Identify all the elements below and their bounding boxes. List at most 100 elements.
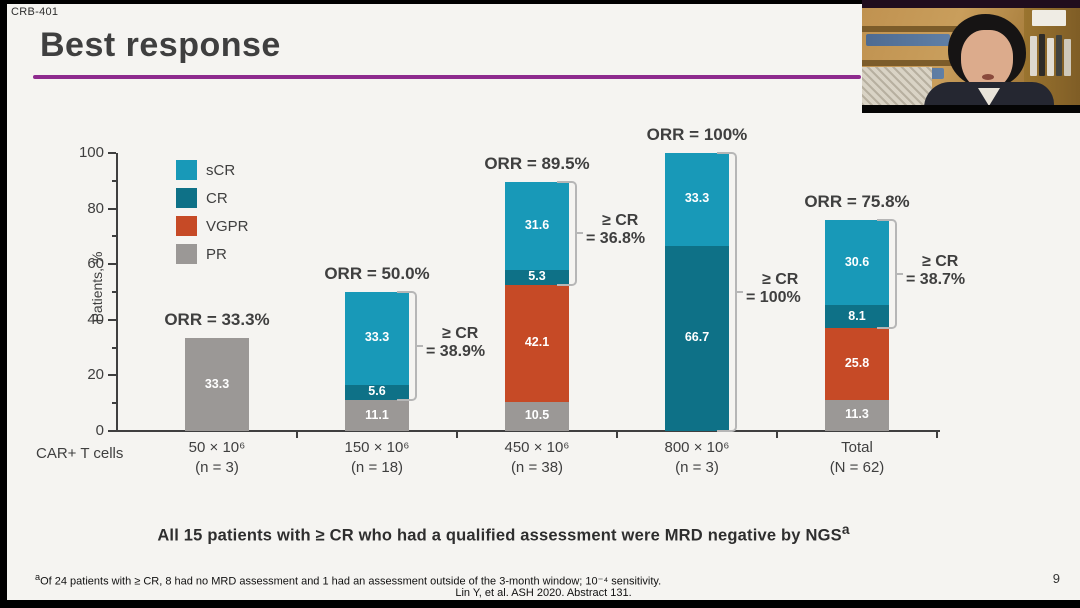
legend-item: CR bbox=[176, 184, 249, 212]
y-axis-title: Patients, % bbox=[89, 251, 105, 323]
ge-cr-line2: = 36.8% bbox=[586, 230, 646, 248]
ge-cr-label: ≥ CR = 38.7% bbox=[906, 253, 965, 289]
y-tick bbox=[108, 152, 116, 154]
ge-cr-bracket-tick bbox=[737, 291, 743, 293]
book-spine bbox=[1039, 34, 1045, 76]
ge-cr-line2: = 100% bbox=[746, 289, 801, 306]
legend: sCR CR VGPR PR bbox=[176, 156, 249, 268]
x-tick bbox=[936, 430, 938, 438]
category-dose: Total bbox=[841, 439, 873, 456]
legend-item: VGPR bbox=[176, 212, 249, 240]
y-tick-label: 80 bbox=[87, 199, 104, 217]
y-minor-tick bbox=[112, 235, 116, 238]
ge-cr-bracket bbox=[717, 152, 737, 432]
legend-label: PR bbox=[206, 245, 227, 263]
category-dose: 150 × 10⁶ bbox=[344, 439, 410, 456]
webcam-letterbox-top bbox=[862, 0, 1080, 8]
category-dose: 450 × 10⁶ bbox=[504, 439, 570, 456]
x-tick bbox=[296, 430, 298, 438]
book-spine bbox=[1030, 36, 1037, 76]
bar-segment-scr: 31.6 bbox=[505, 182, 569, 271]
legend-swatch-pr bbox=[176, 244, 197, 264]
category-dose: 50 × 10⁶ bbox=[188, 439, 246, 456]
legend-item: sCR bbox=[176, 156, 249, 184]
orr-label: ORR = 100% bbox=[646, 125, 748, 144]
bar-segment-cr: 5.6 bbox=[345, 384, 409, 401]
framed-item bbox=[1032, 10, 1066, 26]
stacked-bar-chart: Patients, % CAR+ T cells sCR CR VGPR PR 0 20… bbox=[7, 4, 1080, 600]
ge-cr-label: ≥ CR = 36.8% bbox=[586, 212, 645, 248]
segment-value-label: 11.1 bbox=[365, 407, 389, 422]
segment-value-label: 33.3 bbox=[364, 330, 390, 345]
y-minor-tick bbox=[112, 291, 116, 293]
bar-segment-vgpr: 25.8 bbox=[825, 327, 889, 400]
x-tick bbox=[776, 430, 778, 438]
study-tag: CRB-401 bbox=[11, 6, 59, 18]
y-tick bbox=[108, 207, 116, 210]
bar-segment-scr: 33.3 bbox=[665, 153, 729, 246]
y-minor-tick bbox=[112, 179, 116, 182]
category-count: (n = 3) bbox=[195, 459, 239, 476]
legend-label: sCR bbox=[206, 161, 236, 179]
car-t-cells-label: CAR+ T cells bbox=[36, 445, 124, 462]
ge-cr-bracket bbox=[397, 291, 417, 402]
orr-label: ORR = 50.0% bbox=[324, 264, 430, 283]
category-dose: 800 × 10⁶ bbox=[664, 439, 730, 456]
legend-label: CR bbox=[206, 189, 228, 207]
ge-cr-line2: = 38.9% bbox=[426, 343, 486, 361]
ge-cr-bracket bbox=[557, 181, 577, 286]
ge-cr-label: ≥ CR = 38.9% bbox=[426, 325, 485, 361]
webcam-letterbox-bottom bbox=[862, 105, 1080, 113]
presenter-face bbox=[961, 30, 1013, 90]
category-label: 800 × 10⁶ (n = 3) bbox=[612, 438, 782, 478]
x-tick bbox=[616, 430, 618, 438]
category-count: (n = 18) bbox=[350, 459, 404, 476]
ge-cr-line1: ≥ CR bbox=[602, 212, 639, 230]
ge-cr-line2: = 38.7% bbox=[906, 271, 966, 289]
bookshelf-board bbox=[862, 60, 952, 66]
orr-label: ORR = 89.5% bbox=[484, 154, 590, 174]
y-tick bbox=[108, 318, 116, 321]
book-spine bbox=[1047, 38, 1054, 76]
bar-segment-vgpr: 42.1 bbox=[505, 284, 569, 402]
bar-segment-scr: 33.3 bbox=[345, 292, 409, 385]
book-spine bbox=[1064, 39, 1071, 76]
y-tick bbox=[108, 374, 116, 377]
category-count: (n = 38) bbox=[510, 459, 564, 476]
footnote: aOf 24 patients with ≥ CR, 8 had no MRD … bbox=[35, 572, 661, 588]
y-tick-label: 0 bbox=[95, 422, 104, 439]
segment-value-label: 11.3 bbox=[845, 407, 869, 422]
segment-value-label: 33.3 bbox=[684, 191, 710, 206]
y-tick-label: 100 bbox=[78, 144, 104, 161]
webcam-scene bbox=[862, 8, 1080, 105]
bookshelf-board bbox=[862, 26, 957, 32]
legend-swatch-vgpr bbox=[176, 216, 197, 236]
ge-cr-bracket-tick bbox=[417, 345, 423, 348]
title-underline bbox=[33, 75, 861, 79]
bar-segment-scr: 30.6 bbox=[825, 220, 889, 306]
category-label: 50 × 10⁶ (n = 3) bbox=[132, 438, 302, 478]
page-number: 9 bbox=[1052, 571, 1060, 586]
bar-segment-pr: 10.5 bbox=[505, 401, 569, 431]
y-minor-tick bbox=[112, 402, 116, 405]
y-tick-label: 20 bbox=[87, 366, 104, 384]
segment-value-label: 66.7 bbox=[684, 330, 710, 345]
ge-cr-line1: ≥ CR bbox=[922, 253, 959, 271]
segment-value-label: 5.3 bbox=[528, 269, 546, 284]
ge-cr-bracket bbox=[877, 219, 897, 329]
category-count: (N = 62) bbox=[829, 459, 885, 476]
key-statement-text: All 15 patients with ≥ CR who had a qual… bbox=[157, 526, 842, 545]
footnote-superscript: a bbox=[35, 572, 41, 582]
x-tick bbox=[456, 430, 458, 438]
category-label: Total (N = 62) bbox=[772, 438, 942, 478]
page-title: Best response bbox=[40, 26, 281, 64]
legend-swatch-cr bbox=[176, 188, 197, 208]
category-label: 450 × 10⁶ (n = 38) bbox=[452, 438, 622, 478]
y-tick bbox=[108, 263, 116, 266]
bar-segment-cr: 5.3 bbox=[505, 269, 569, 285]
segment-value-label: 31.6 bbox=[524, 218, 550, 233]
presenter-mouth bbox=[982, 74, 994, 80]
ge-cr-bracket-tick bbox=[577, 232, 583, 235]
segment-value-label: 25.8 bbox=[844, 355, 870, 370]
